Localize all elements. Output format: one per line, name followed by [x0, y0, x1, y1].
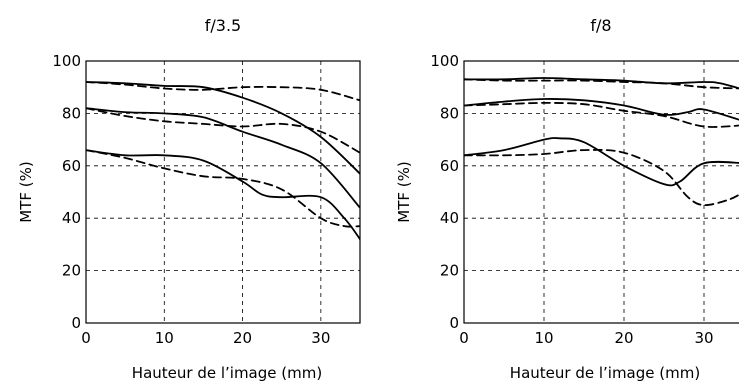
series-line-1	[464, 77, 739, 90]
y-tick-label: 40	[440, 209, 459, 227]
series-line-5	[464, 137, 739, 187]
series-line-3	[86, 107, 360, 209]
y-tick-label: 40	[62, 209, 81, 227]
chart-title: f/3.5	[205, 16, 241, 35]
series-line-2	[86, 81, 360, 102]
chart-f8: 0 20 40 60 80 100 0 10 20 30 f/8 Hauteur de l’image…	[395, 16, 739, 382]
x-tick-label: 10	[155, 329, 174, 347]
y-tick-label: 80	[62, 104, 81, 122]
y-tick-label: 20	[62, 262, 81, 280]
plot-frame	[85, 60, 361, 324]
x-tick-label: 0	[459, 329, 469, 347]
plot-frame	[463, 60, 739, 324]
series-line-2	[464, 78, 739, 90]
series-group	[464, 77, 739, 207]
series-line-4	[464, 102, 739, 128]
x-tick-label: 20	[614, 329, 633, 347]
x-tick-label: 10	[534, 329, 553, 347]
series-line-3	[464, 98, 739, 121]
series-line-6	[86, 149, 360, 228]
x-axis-label: Hauteur de l’image (mm)	[510, 364, 700, 382]
y-tick-label: 0	[449, 314, 459, 332]
y-tick-label: 60	[440, 157, 459, 175]
series-line-1	[86, 81, 360, 175]
y-tick-label: 20	[440, 262, 459, 280]
series-line-5	[86, 149, 360, 241]
x-tick-label: 30	[694, 329, 713, 347]
series-line-4	[86, 107, 360, 154]
chart-f3-5: 0 20 40 60 80 100 0 10 20 30 f/3.5 Hauteur de l’ima…	[17, 16, 361, 382]
chart-title: f/8	[590, 16, 611, 35]
y-axis-label: MTF (%)	[395, 161, 413, 222]
y-tick-label: 80	[440, 104, 459, 122]
x-tick-label: 30	[311, 329, 330, 347]
y-axis-label: MTF (%)	[17, 161, 35, 222]
series-group	[86, 81, 360, 241]
x-tick-label: 20	[233, 329, 252, 347]
y-tick-label: 100	[52, 52, 81, 70]
series-line-6	[464, 149, 739, 207]
y-tick-label: 100	[430, 52, 459, 70]
x-axis-label: Hauteur de l’image (mm)	[132, 364, 322, 382]
x-tick-label: 0	[81, 329, 91, 347]
y-tick-label: 0	[71, 314, 81, 332]
y-tick-label: 60	[62, 157, 81, 175]
